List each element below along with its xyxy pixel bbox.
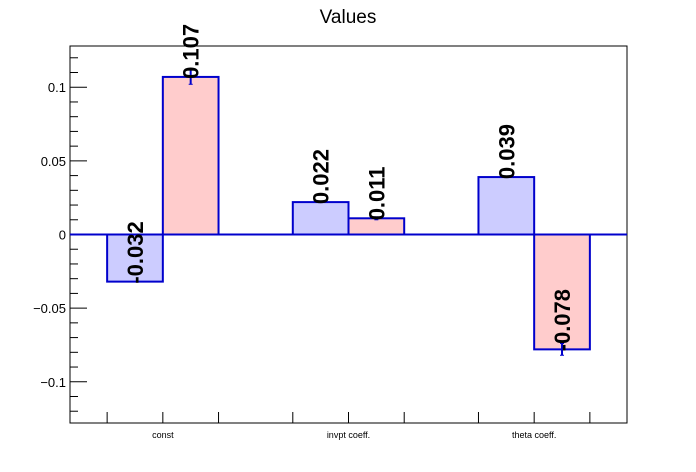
bar	[533, 233, 591, 351]
bar	[161, 75, 220, 236]
x-category-label: invpt coeff.	[327, 430, 370, 440]
data-label: 0.039	[494, 124, 519, 179]
y-tick-label: 0.1	[48, 80, 66, 95]
y-tick-label: −0.05	[33, 301, 66, 316]
bar	[106, 233, 164, 283]
axes: −0.1 −0.05 0 0.05 0.1 const invpt coeff. theta …	[33, 57, 591, 440]
data-label: 0.022	[309, 149, 334, 204]
bars	[106, 69, 591, 356]
y-tick-label: −0.1	[40, 375, 66, 390]
data-label: 0.011	[364, 166, 389, 220]
bar	[291, 201, 350, 236]
y-tick-label: 0	[59, 228, 66, 243]
bar	[477, 176, 536, 236]
labels: -0.032 0.022 0.039 0.107 0.011 -0.078	[123, 24, 575, 352]
chart-title: Values	[320, 7, 377, 28]
x-category-label: theta coeff.	[512, 430, 556, 440]
data-label: 0.107	[179, 24, 204, 79]
y-tick-label: 0.05	[41, 154, 66, 169]
x-category-label: const	[152, 430, 174, 440]
data-label: -0.032	[123, 221, 148, 283]
data-label: -0.078	[550, 289, 575, 351]
